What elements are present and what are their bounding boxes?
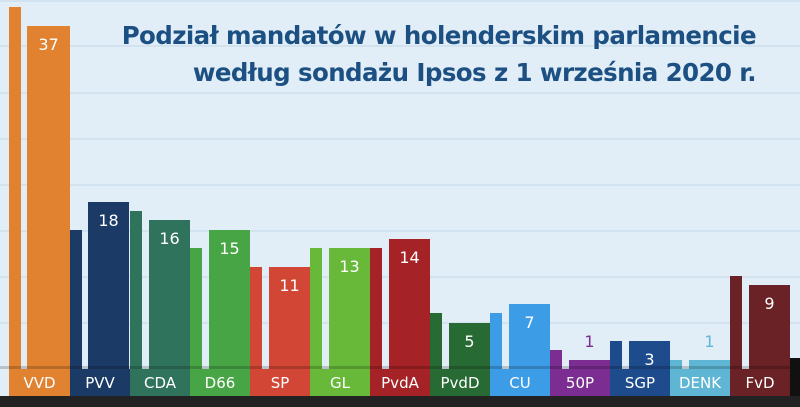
bar-cda: 16 <box>149 220 190 369</box>
bar-previous-d66 <box>190 248 202 369</box>
category-band-fvd <box>730 369 790 396</box>
chart-title: Podział mandatów w holenderskim parlamen… <box>121 17 757 91</box>
category-band-gl <box>310 369 370 396</box>
bar-sp: 11 <box>269 267 310 369</box>
category-label-sgp: SGP <box>624 374 656 392</box>
category-label-cda: CDA <box>143 374 177 392</box>
bar-gl: 13 <box>329 248 370 369</box>
category-label-pvdd: PvdD <box>440 374 480 392</box>
bar-previous-cda <box>130 211 142 369</box>
bar-previous-vvd <box>9 7 21 369</box>
category-band-pvdd <box>430 369 490 396</box>
gridline <box>0 230 800 232</box>
category-label-sp: SP <box>270 374 290 392</box>
bar-pvda: 14 <box>389 239 430 369</box>
category-label-pvda: PvdA <box>381 374 419 392</box>
bar-value-label: 37 <box>38 35 59 54</box>
bar-vvd: 37 <box>27 26 70 369</box>
gridline <box>0 45 800 47</box>
bar-previous-50p <box>550 350 562 369</box>
category-band-pvda <box>370 369 430 396</box>
bar-value-label: 16 <box>159 229 180 248</box>
bar-previous-pvdd <box>430 313 442 369</box>
category-label-fvd: FvD <box>745 374 775 392</box>
bar-previous-sgp <box>610 341 622 369</box>
category-label-d66: D66 <box>204 374 236 392</box>
category-band-vvd <box>9 369 70 396</box>
bar-previous-gl <box>310 248 322 369</box>
gridline <box>0 138 800 140</box>
bar-previous-pvda <box>370 248 382 369</box>
category-band-cda <box>130 369 190 396</box>
label-band-shadow <box>0 366 790 369</box>
category-band-cu <box>490 369 550 396</box>
category-label-50p: 50P <box>565 374 595 392</box>
bar-value-label: 3 <box>644 350 655 369</box>
bar-fvd: 9 <box>749 285 790 369</box>
gridline <box>0 184 800 186</box>
bar-value-label: 1 <box>704 332 715 351</box>
chart-title-line-2: według sondażu Ipsos z 1 września 2020 r… <box>192 58 757 87</box>
gridline <box>0 92 800 94</box>
chart-title-line-1: Podział mandatów w holenderskim parlamen… <box>121 21 757 50</box>
category-band-sp <box>250 369 310 396</box>
category-label-denk: DENK <box>678 374 722 392</box>
bar-value-label: 1 <box>584 332 595 351</box>
category-band-50p <box>550 369 610 396</box>
bar-previous-fvd <box>730 276 742 369</box>
category-label-gl: GL <box>330 374 350 392</box>
bar-value-label: 14 <box>399 248 420 267</box>
bar-previous-cu <box>490 313 502 369</box>
bar-previous-sp <box>250 267 262 369</box>
bar-value-label: 13 <box>339 257 360 276</box>
category-label-pvv: PVV <box>85 374 115 392</box>
bar-previous-denk <box>670 360 682 369</box>
bar-d66: 15 <box>209 230 250 369</box>
bar-cu: 7 <box>509 304 550 369</box>
bar-pvdd: 5 <box>449 323 490 369</box>
bar-denk: 1 <box>689 332 730 369</box>
bar-value-label: 7 <box>524 313 535 332</box>
category-band-sgp <box>610 369 670 396</box>
category-band-denk <box>670 369 730 396</box>
gridline <box>0 0 800 2</box>
category-band-d66 <box>190 369 250 396</box>
category-label-vvd: VVD <box>23 374 56 392</box>
bottom-strip <box>0 396 800 407</box>
end-strip <box>790 358 800 396</box>
bar-value-label: 11 <box>279 276 300 295</box>
bar-value-label: 9 <box>764 294 775 313</box>
bar-value-label: 5 <box>464 332 475 351</box>
bar-previous-pvv <box>70 230 82 369</box>
bar-50p: 1 <box>569 332 610 369</box>
category-label-cu: CU <box>509 374 531 392</box>
category-band-pvv <box>70 369 130 396</box>
bar-value-label: 18 <box>98 211 119 230</box>
bar-sgp: 3 <box>629 341 670 369</box>
bar-pvv: 18 <box>88 202 129 369</box>
bar-value-label: 15 <box>219 239 240 258</box>
